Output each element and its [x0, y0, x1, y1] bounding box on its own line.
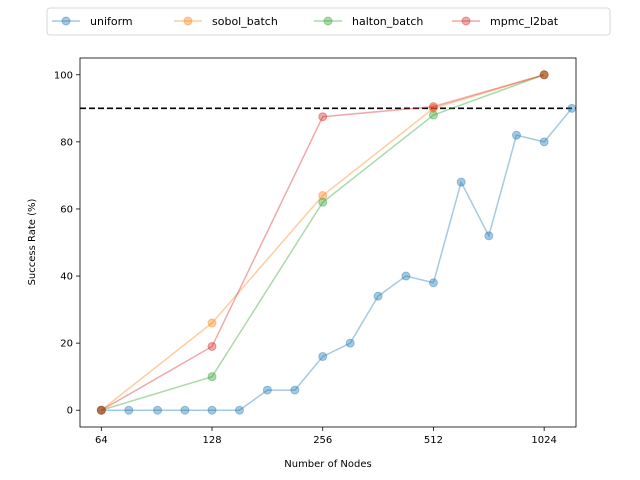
data-point-sobol_batch [428, 103, 438, 113]
plot-area-frame [79, 57, 577, 428]
legend-entry-uniform: uniform [52, 15, 133, 28]
legend-entry-sobol_batch: sobol_batch [174, 15, 278, 28]
data-point-halton_batch [96, 405, 106, 415]
data-point-sobol_batch [539, 70, 549, 80]
data-point-uniform [96, 405, 106, 415]
data-point-halton_batch [318, 197, 328, 207]
x-axis-label: Number of Nodes [284, 459, 371, 470]
data-point-uniform [318, 352, 328, 362]
y-tick-label: 80 [60, 137, 73, 148]
series-uniform [96, 103, 577, 415]
data-point-uniform [373, 291, 383, 301]
legend-frame [46, 7, 611, 36]
y-tick-label: 60 [60, 204, 73, 215]
data-point-uniform [262, 385, 272, 395]
data-point-mpmc_l2bat [96, 405, 106, 415]
legend-label: uniform [90, 15, 133, 28]
data-point-uniform [539, 137, 549, 147]
y-tick-label: 20 [60, 339, 73, 350]
data-point-uniform [484, 231, 494, 241]
legend-entry-mpmc_l2bat: mpmc_l2bat [452, 15, 559, 28]
data-point-mpmc_l2bat [318, 112, 328, 122]
series-mpmc_l2bat [96, 70, 549, 415]
legend-marker [61, 16, 71, 26]
x-tick-label: 512 [424, 435, 443, 446]
data-point-sobol_batch [96, 405, 106, 415]
series-halton_batch [96, 70, 549, 415]
data-point-sobol_batch [318, 191, 328, 201]
data-point-mpmc_l2bat [539, 70, 549, 80]
data-point-uniform [428, 278, 438, 288]
data-point-uniform [511, 130, 521, 140]
legend-marker [183, 16, 193, 26]
data-point-uniform [124, 405, 134, 415]
x-axis: 64 128 256 512 1024 [95, 427, 557, 446]
series-line-uniform [101, 107, 573, 411]
data-point-halton_batch [428, 110, 438, 120]
data-point-uniform [567, 103, 577, 113]
data-point-uniform [345, 338, 355, 348]
x-tick-label: 256 [313, 435, 332, 446]
data-point-uniform [290, 385, 300, 395]
series-line-halton_batch [101, 74, 545, 411]
data-point-uniform [401, 271, 411, 281]
legend-label: mpmc_l2bat [490, 15, 559, 28]
data-point-mpmc_l2bat [207, 341, 217, 351]
series-line-sobol_batch [100, 74, 545, 411]
series-line-mpmc_l2bat [100, 74, 545, 411]
legend-label: halton_batch [352, 15, 423, 28]
legend: uniform sobol_batch halton_batch mpmc_l2bat [46, 7, 611, 36]
x-tick-label: 64 [95, 435, 108, 446]
legend-marker [461, 16, 471, 26]
y-axis-label: Success Rate (%) [27, 198, 38, 285]
legend-marker [323, 16, 333, 26]
series-group [96, 70, 577, 415]
data-point-uniform [234, 405, 244, 415]
series-sobol_batch [96, 70, 549, 415]
data-point-sobol_batch [207, 318, 217, 328]
data-point-uniform [456, 177, 466, 187]
y-axis: 0 20 40 60 80 100 [54, 70, 80, 417]
data-point-uniform [180, 405, 190, 415]
x-tick-label: 1024 [531, 435, 556, 446]
data-point-uniform [207, 405, 217, 415]
y-tick-label: 100 [54, 70, 73, 81]
data-point-mpmc_l2bat [428, 102, 438, 112]
y-tick-label: 40 [60, 272, 73, 283]
legend-label: sobol_batch [212, 15, 278, 28]
data-point-halton_batch [539, 70, 549, 80]
data-point-uniform [153, 405, 163, 415]
y-tick-label: 0 [67, 406, 73, 417]
x-tick-label: 128 [202, 435, 221, 446]
legend-entry-halton_batch: halton_batch [314, 15, 423, 28]
data-point-halton_batch [207, 372, 217, 382]
